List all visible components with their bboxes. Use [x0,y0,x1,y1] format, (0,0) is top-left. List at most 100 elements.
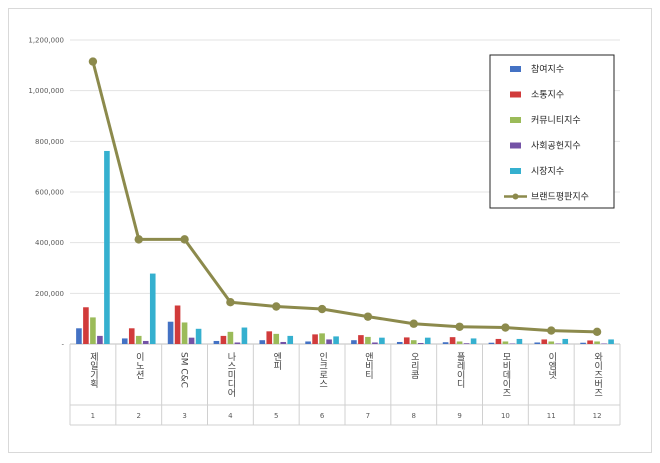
bar-1-4 [266,331,273,344]
bar-2-7 [410,340,417,344]
legend-box [489,54,615,209]
bar-3-3 [234,342,241,344]
category-index: 2 [137,412,141,420]
bar-2-0 [90,317,96,344]
bar-3-0 [97,335,103,344]
y-tick-label: 400,000 [35,239,64,247]
legend-swatch-3 [510,142,521,149]
bar-0-4 [259,340,266,344]
legend-label-0: 참여지수 [531,63,564,75]
category-index: 7 [366,412,370,420]
bar-2-3 [227,331,234,344]
brand-index-point-5 [317,304,327,314]
legend-swatch-2 [510,117,521,123]
category-label: 앤비티 [363,352,373,380]
category-index: 9 [457,412,461,420]
category-label: 오리콤 [409,352,419,379]
bar-3-4 [280,341,287,344]
bar-4-9 [516,338,523,344]
bar-0-0 [76,328,82,344]
bar-2-10 [548,341,555,344]
bar-3-6 [372,342,378,344]
bar-0-3 [213,340,220,344]
bar-4-11 [608,339,614,344]
brand-index-point-7 [409,319,418,328]
bar-4-0 [104,150,110,344]
y-tick-label: 1,200,000 [28,37,64,45]
bar-4-8 [470,338,477,344]
bar-0-5 [305,341,311,344]
bar-2-9 [502,341,509,344]
bar-2-8 [456,341,463,344]
brand-index-polyline [91,61,598,334]
brand-index-point-10 [547,326,556,335]
bar-4-4 [287,335,294,344]
category-index: 4 [228,412,233,420]
category-index: 5 [274,412,278,420]
bar-0-6 [351,340,357,344]
bar-1-8 [449,337,456,344]
brand-index-point-2 [180,235,189,244]
brand-index-point-9 [501,323,510,332]
category-index: 8 [412,412,416,420]
brand-index-point-0 [88,57,98,66]
bar-4-3 [241,327,248,344]
category-index: 12 [593,412,602,420]
bar-2-11 [594,341,600,344]
legend-swatch-1 [510,91,521,98]
bar-4-1 [149,273,156,344]
legend-label-4: 시장지수 [531,166,564,177]
brand-index-point-4 [272,302,281,311]
category-label: 플레이디 [455,352,465,389]
bar-2-2 [181,322,188,344]
brand-index-point-1 [134,235,143,244]
bar-1-11 [587,340,593,344]
category-label: 엔피 [271,352,281,371]
bar-0-1 [121,338,128,344]
bar-1-3 [220,335,227,344]
x-axis-categories: 제일기획 1 이노션 2 SM C&C 3 나스미디어 4 엔피 5 인크로스 6 앤비티 7 오리콤 8 플레… [88,351,602,420]
bar-0-8 [442,342,449,344]
bar-4-10 [562,338,569,344]
bar-4-7 [424,337,431,344]
bar-1-10 [541,339,548,344]
bar-3-1 [142,340,149,344]
bar-1-1 [128,328,135,344]
category-index: 6 [320,412,325,420]
brand-index-point-3 [226,298,235,307]
category-label: 모비데이즈 [500,352,510,397]
bar-3-8 [463,343,470,344]
legend-swatch-0 [510,66,521,72]
category-label: 제일기획 [88,352,98,389]
y-tick-label: - [61,341,64,349]
legend-label-1: 소통지수 [531,90,564,101]
y-axis-ticks: - 200,000 400,000 600,000 800,000 1,000,000 1,… [28,37,64,349]
category-index: 11 [547,412,556,420]
category-label: 나스미디어 [225,352,235,398]
bar-0-11 [580,342,586,344]
legend-marker [512,193,519,200]
category-index: 1 [91,412,95,420]
bar-2-6 [365,336,371,344]
bar-0-7 [396,341,403,344]
category-index: 3 [182,412,186,420]
bar-3-7 [417,342,424,344]
y-tick-label: 200,000 [35,290,64,298]
legend-swatch-4 [510,168,521,174]
bar-2-5 [319,333,325,344]
bar-0-2 [167,321,174,344]
y-tick-label: 1,000,000 [28,87,64,95]
bar-4-2 [195,328,202,344]
y-tick-label: 800,000 [35,138,64,146]
bar-2-1 [135,335,142,344]
legend-label-5: 브랜드평판지수 [531,192,589,203]
bar-4-5 [333,336,339,344]
category-index: 10 [501,412,510,420]
bar-2-4 [273,333,280,344]
legend-label-2: 커뮤니티지수 [531,115,581,126]
bar-3-2 [188,337,195,344]
bar-3-9 [509,343,516,344]
category-label: SM C&C [179,352,189,388]
y-tick-label: 600,000 [35,189,64,197]
